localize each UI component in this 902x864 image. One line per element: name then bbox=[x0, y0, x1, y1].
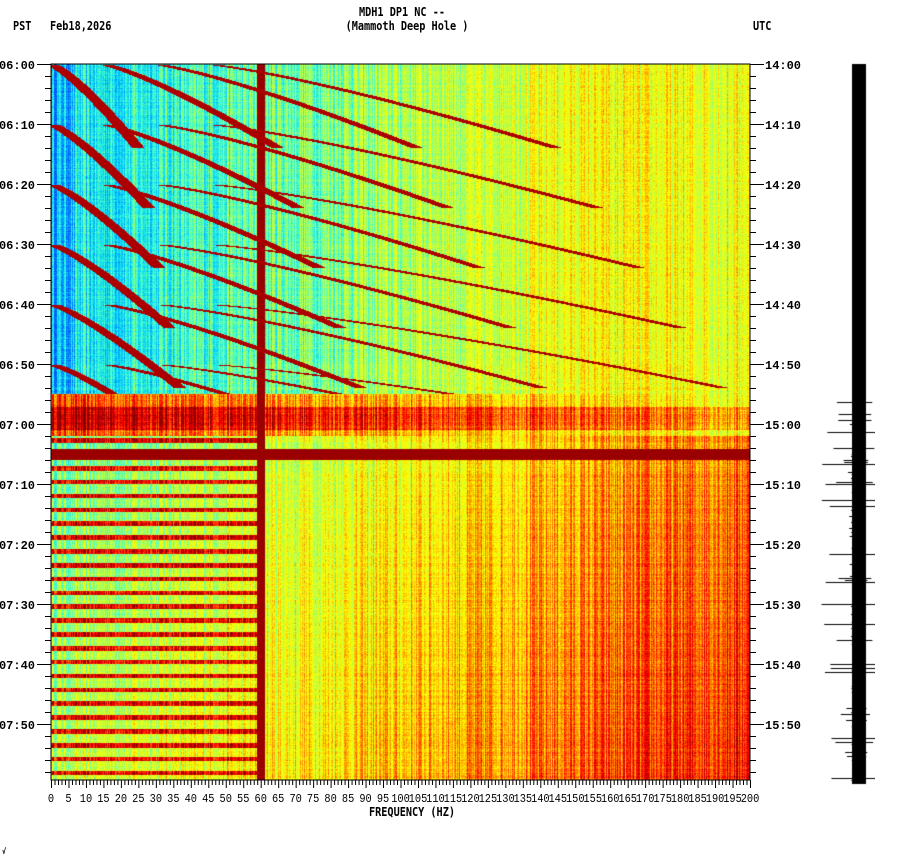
y-tick-label-utc: 15:40 bbox=[765, 659, 801, 673]
x-tick-label: 50 bbox=[220, 792, 232, 806]
y-tick-label-pst: 06:50 bbox=[0, 359, 35, 373]
x-tick-label: 195 bbox=[723, 792, 742, 806]
right-timezone: UTC bbox=[753, 19, 772, 33]
x-tick-label: 125 bbox=[479, 792, 498, 806]
y-tick-label-utc: 15:30 bbox=[765, 599, 801, 613]
x-tick-label: 75 bbox=[307, 792, 319, 806]
y-tick-label-utc: 15:50 bbox=[765, 719, 801, 733]
x-tick-label: 30 bbox=[150, 792, 162, 806]
x-tick-label: 55 bbox=[237, 792, 249, 806]
y-tick-label-pst: 06:20 bbox=[0, 179, 35, 193]
x-tick-label: 90 bbox=[359, 792, 371, 806]
y-tick-label-utc: 15:00 bbox=[765, 419, 801, 433]
y-tick-label-utc: 14:30 bbox=[765, 239, 801, 253]
x-tick-label: 180 bbox=[671, 792, 690, 806]
x-tick-label: 10 bbox=[80, 792, 92, 806]
y-tick-label-pst: 06:10 bbox=[0, 119, 35, 133]
y-tick-label-pst: 07:30 bbox=[0, 599, 35, 613]
x-tick-label: 200 bbox=[741, 792, 760, 806]
y-tick-label-utc: 14:00 bbox=[765, 59, 801, 73]
x-tick-label: 115 bbox=[444, 792, 463, 806]
x-tick-label: 25 bbox=[132, 792, 144, 806]
footer-mark: √ bbox=[2, 847, 7, 856]
chart-title: MDH1 DP1 NC -- bbox=[359, 5, 445, 19]
y-tick-label-utc: 15:20 bbox=[765, 539, 801, 553]
y-tick-label-pst: 07:40 bbox=[0, 659, 35, 673]
x-tick-label: 45 bbox=[202, 792, 214, 806]
x-tick-label: 60 bbox=[255, 792, 267, 806]
x-tick-label: 95 bbox=[377, 792, 389, 806]
y-tick-label-utc: 14:50 bbox=[765, 359, 801, 373]
x-tick-label: 130 bbox=[496, 792, 515, 806]
y-tick-label-pst: 06:30 bbox=[0, 239, 35, 253]
x-tick-label: 40 bbox=[185, 792, 197, 806]
x-tick-label: 65 bbox=[272, 792, 284, 806]
x-tick-label: 110 bbox=[426, 792, 445, 806]
x-tick-label: 5 bbox=[65, 792, 71, 806]
x-tick-label: 175 bbox=[653, 792, 672, 806]
x-tick-label: 35 bbox=[167, 792, 179, 806]
chart-subtitle: (Mammoth Deep Hole ) bbox=[345, 19, 469, 33]
x-tick-label: 150 bbox=[566, 792, 585, 806]
y-tick-label-utc: 14:40 bbox=[765, 299, 801, 313]
x-tick-label: 140 bbox=[531, 792, 550, 806]
x-tick-label: 100 bbox=[391, 792, 410, 806]
y-tick-label-pst: 07:10 bbox=[0, 479, 35, 493]
y-tick-label-utc: 14:10 bbox=[765, 119, 801, 133]
x-tick-label: 165 bbox=[618, 792, 637, 806]
x-tick-label: 85 bbox=[342, 792, 354, 806]
x-tick-label: 155 bbox=[583, 792, 602, 806]
x-tick-label: 70 bbox=[289, 792, 301, 806]
left-timezone: PST bbox=[13, 19, 32, 33]
x-tick-label: 105 bbox=[409, 792, 428, 806]
x-tick-label: 120 bbox=[461, 792, 480, 806]
x-tick-label: 20 bbox=[115, 792, 127, 806]
x-tick-label: 145 bbox=[548, 792, 567, 806]
plot-frame bbox=[50, 63, 751, 781]
x-tick-label: 80 bbox=[324, 792, 336, 806]
x-tick-label: 15 bbox=[97, 792, 109, 806]
seismogram-trace bbox=[815, 60, 875, 785]
x-tick-label: 185 bbox=[688, 792, 707, 806]
x-tick-label: 170 bbox=[636, 792, 655, 806]
x-tick-label: 190 bbox=[706, 792, 725, 806]
y-tick-label-pst: 07:00 bbox=[0, 419, 35, 433]
x-tick-label: 160 bbox=[601, 792, 620, 806]
spectrogram-heatmap bbox=[51, 64, 750, 780]
x-axis-label: FREQUENCY (HZ) bbox=[369, 805, 455, 819]
x-tick-label: 0 bbox=[48, 792, 54, 806]
y-tick-label-pst: 07:50 bbox=[0, 719, 35, 733]
y-tick-label-pst: 06:00 bbox=[0, 59, 35, 73]
x-tick-label: 135 bbox=[514, 792, 533, 806]
y-tick-label-pst: 06:40 bbox=[0, 299, 35, 313]
y-tick-label-utc: 15:10 bbox=[765, 479, 801, 493]
y-tick-label-pst: 07:20 bbox=[0, 539, 35, 553]
y-tick-label-utc: 14:20 bbox=[765, 179, 801, 193]
date-label: Feb18,2026 bbox=[50, 19, 112, 33]
